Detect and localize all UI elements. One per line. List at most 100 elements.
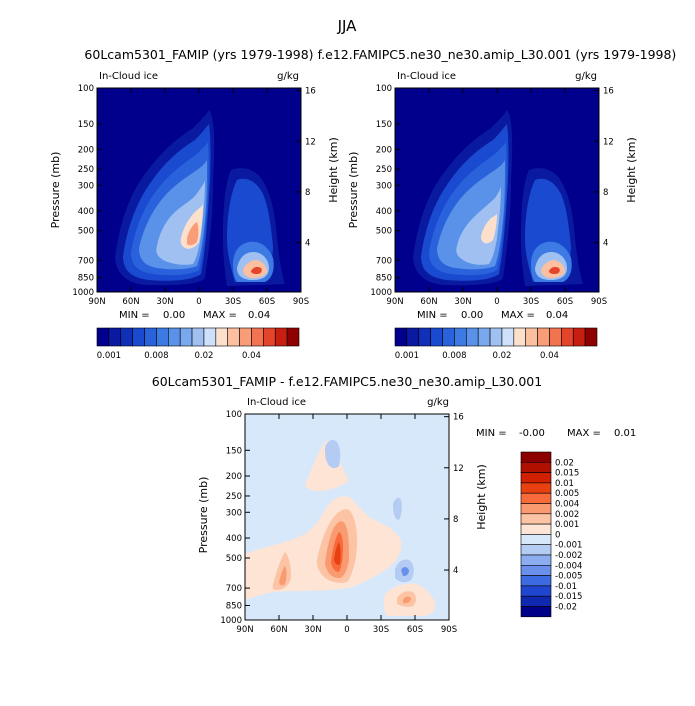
- panel2-sh-contour-6: [549, 267, 560, 274]
- panel2-colorbar-box: [477, 327, 491, 347]
- panel3-x-tick-label: 30S: [373, 625, 389, 635]
- panel1-colorbar-box: [156, 327, 169, 347]
- panel3-y-tick-label: 500: [226, 554, 242, 564]
- panel3-colorbar-box: [520, 544, 552, 556]
- panel2-colorbar-box: [394, 327, 408, 347]
- panel3-y2-tick-label: 16: [453, 413, 464, 423]
- panel1-colorbar-box: [179, 327, 193, 347]
- panel1-contours: [115, 110, 285, 286]
- panel3-title: 60Lcam5301_FAMIP - f.e12.FAMIPC5.ne30_ne…: [152, 374, 542, 389]
- panel3-contours: [245, 440, 436, 616]
- panel3-min-value: -0.00: [519, 428, 545, 439]
- panel3-y-tick-label: 1000: [220, 616, 242, 626]
- panel3-y2-tick-label: 4: [453, 566, 458, 576]
- panel3-colorbar-label: -0.02: [555, 603, 577, 613]
- panel1-x-tick-label: 60N: [122, 297, 139, 307]
- panel1-colorbar-box: [263, 327, 276, 347]
- panel3-field-label: In-Cloud ice: [247, 397, 306, 408]
- panel2-x-tick-label: 90N: [386, 297, 403, 307]
- panel3-colorbar-label: 0.01: [555, 479, 574, 489]
- panel1-colorbar-box: [203, 327, 217, 347]
- panel1-x-tick-label: 90S: [293, 297, 309, 307]
- panel2-colorbar-box: [442, 327, 455, 347]
- panel3-max-label: MAX =: [567, 428, 601, 439]
- panel3-min-label: MIN =: [476, 428, 507, 439]
- panel1-y2-tick-label: 12: [305, 137, 316, 147]
- panel1-y-tick-label: 400: [78, 207, 94, 217]
- panel1-y2-tick-label: 4: [305, 239, 310, 249]
- panel1-sh-contour-6: [251, 267, 262, 274]
- panel3-colorbar: [520, 451, 552, 618]
- panel1-colorbar-labels: 0.001 0.008 0.02 0.04: [97, 351, 261, 361]
- panel1-max-label: MAX =: [203, 310, 237, 321]
- panel3-colorbar-label: -0.002: [555, 551, 582, 561]
- panel3-x-tick-label: 60N: [270, 625, 287, 635]
- panel3-units: g/kg: [427, 397, 449, 408]
- panel2-y2-tick-label: 8: [603, 188, 608, 198]
- panel2-colorbar-label: 0.001: [395, 351, 419, 361]
- panel3-colorbar-label: -0.015: [555, 592, 582, 602]
- panel1-colorbar-box: [286, 327, 300, 347]
- panel2-y2-tick-label: 16: [603, 87, 614, 97]
- panel3-y-tick-label: 400: [226, 534, 242, 544]
- panel3-colorbar-label: 0.005: [555, 489, 579, 499]
- panel1-y2-tick-label: 16: [305, 87, 316, 97]
- panel2-min-value: 0.00: [461, 310, 483, 321]
- panel3-pos-strong-5: [403, 596, 411, 604]
- panel3-x-tick-label: 60S: [407, 625, 423, 635]
- panel2-colorbar-box: [513, 327, 527, 347]
- panel3-x-tick-label: 90N: [236, 625, 253, 635]
- panel3-neg-1: [325, 440, 341, 469]
- panel1-field-label: In-Cloud ice: [99, 71, 158, 82]
- panel3-y-tick-label: 850: [226, 601, 242, 611]
- panel3-x-tick-label: 0: [344, 625, 349, 635]
- panel2-colorbar-box: [561, 327, 574, 347]
- panel1-colorbar-box: [215, 327, 229, 347]
- panel1-x-tick-label: 90N: [88, 297, 105, 307]
- panel2-plot: 90N 60N 30N 0 30S 60S 90S 100 150 200 250 300 400 50…: [347, 71, 638, 361]
- panel3-colorbar-box: [520, 523, 552, 535]
- panel1-colorbar-box: [251, 327, 264, 347]
- panel2-y-tick-label: 850: [376, 274, 392, 284]
- panel1-y2label: Height (km): [327, 137, 340, 203]
- panel1-x-tick-label: 60S: [259, 297, 275, 307]
- panel3-colorbar-label: 0.004: [555, 500, 579, 510]
- panel1-colorbar-label: 0.001: [97, 351, 121, 361]
- panel3-y-tick-label: 100: [226, 410, 242, 420]
- panel3-colorbar-label: 0.002: [555, 510, 579, 520]
- panel3-y-tick-label: 200: [226, 472, 242, 482]
- panel2-colorbar-label: 0.04: [540, 351, 559, 361]
- panel3-colorbar-box: [520, 534, 552, 546]
- panel3-colorbar-box: [520, 595, 552, 607]
- panel2-y-tick-label: 200: [376, 145, 392, 155]
- panel3-y-tick-label: 700: [226, 584, 242, 594]
- panel1-colorbar: [96, 327, 300, 347]
- panel2-max-value: 0.04: [546, 310, 568, 321]
- panel3-colorbar-box: [520, 492, 552, 504]
- panel1-y-tick-label: 300: [78, 181, 94, 191]
- panel2-y2-tick-label: 12: [603, 137, 614, 147]
- panel2-units: g/kg: [575, 71, 597, 82]
- panel3-x-tick-label: 90S: [441, 625, 457, 635]
- panel2-colorbar-label: 0.02: [492, 351, 511, 361]
- panel2-y2-axis: 16 12 8 4: [594, 87, 614, 249]
- panel2-colorbar-box: [549, 327, 562, 347]
- panel3-colorbar-label: 0.02: [555, 458, 574, 468]
- panel3-neg-2: [393, 497, 402, 520]
- panel1-ylabel: Pressure (mb): [49, 152, 62, 229]
- panel3-max-value: 0.01: [614, 428, 636, 439]
- panel1-colorbar-box: [227, 327, 240, 347]
- panel3-colorbar-label: -0.01: [555, 582, 577, 592]
- panel1-colorbar-box: [239, 327, 252, 347]
- panel3-y-tick-label: 300: [226, 508, 242, 518]
- panel3-colorbar-box: [520, 564, 552, 576]
- panel2-contour-level-6: [481, 214, 497, 244]
- panel1-x-tick-label: 30N: [156, 297, 173, 307]
- panel1-y-tick-label: 700: [78, 256, 94, 266]
- panel2-y-tick-label: 100: [376, 84, 392, 94]
- panel1-x-axis: 90N 60N 30N 0 30S 60S 90S: [88, 88, 309, 307]
- panel2-contours: [413, 110, 583, 286]
- panel2-colorbar-box: [430, 327, 443, 347]
- panel2-x-tick-label: 30N: [454, 297, 471, 307]
- panel1-y-tick-label: 250: [78, 165, 94, 175]
